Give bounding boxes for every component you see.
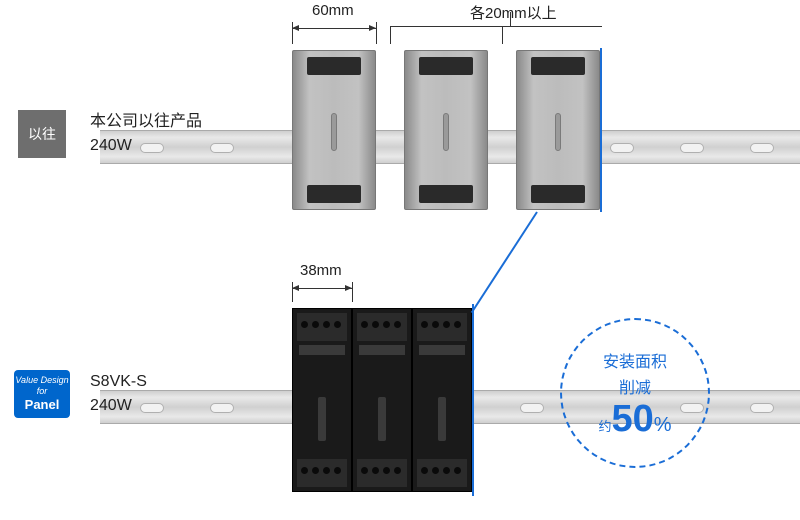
product-label-old: 本公司以往产品 240W <box>90 110 202 158</box>
new-module <box>412 308 472 492</box>
dim-label-gap: 各20mm以上 <box>470 2 557 23</box>
callout-big: 50 <box>611 400 653 438</box>
dim-tick <box>292 22 293 44</box>
dim-tick <box>376 22 377 44</box>
dim-leader <box>510 12 511 26</box>
blue-diag <box>471 211 538 313</box>
dim-leader <box>390 26 391 44</box>
callout-line1: 安装面积 <box>603 348 667 372</box>
badge-new-l3: Panel <box>25 397 60 413</box>
product-old-line1: 本公司以往产品 <box>90 110 202 134</box>
badge-old: 以往 <box>18 110 66 158</box>
product-label-new: S8VK-S 240W <box>90 370 147 418</box>
callout-line2: 削减 <box>619 374 651 398</box>
old-module <box>404 50 488 210</box>
new-module <box>292 308 352 492</box>
badge-old-text: 以往 <box>28 124 56 144</box>
product-new-line2: 240W <box>90 394 147 418</box>
product-new-line1: S8VK-S <box>90 370 147 394</box>
new-module <box>352 308 412 492</box>
dim-tick <box>292 282 293 302</box>
badge-new-l2: for <box>37 386 48 397</box>
callout-approx: 约 <box>598 416 611 435</box>
dim-connector <box>390 26 602 27</box>
callout-value: 约 50 % <box>598 400 671 438</box>
old-module <box>516 50 600 210</box>
dim-arrow-38mm <box>292 288 352 289</box>
old-module <box>292 50 376 210</box>
dim-arrow-60mm <box>292 28 376 29</box>
dim-label-60mm: 60mm <box>312 2 354 19</box>
blue-vline-top <box>600 48 602 212</box>
dim-label-38mm: 38mm <box>300 262 342 279</box>
product-old-line2: 240W <box>90 134 202 158</box>
dim-tick <box>352 282 353 302</box>
dim-leader <box>502 26 503 44</box>
badge-new: Value Design for Panel <box>14 370 70 418</box>
callout-bubble: 安装面积 削减 约 50 % <box>560 318 710 468</box>
blue-vline-bottom <box>472 304 474 496</box>
callout-unit: % <box>654 414 672 437</box>
badge-new-l1: Value Design <box>15 375 68 386</box>
